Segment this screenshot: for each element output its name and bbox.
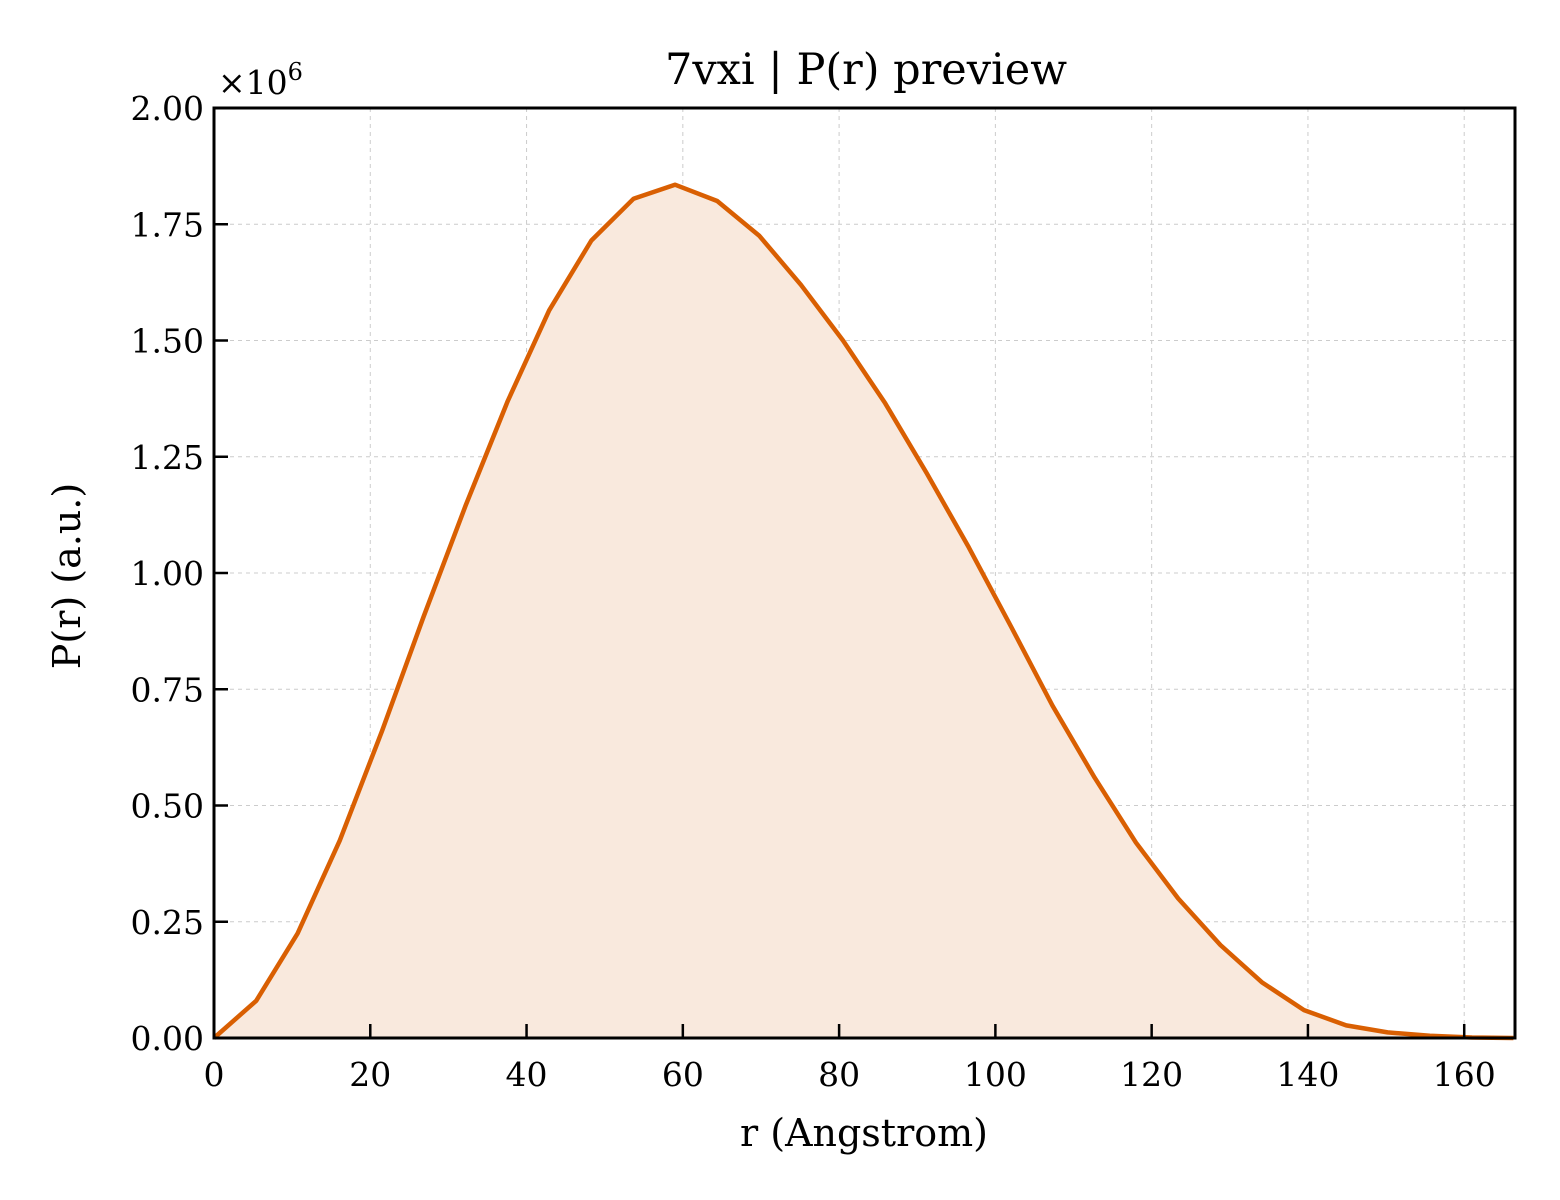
series-line [212, 182, 1514, 1041]
y-tick-label: 0.25 [131, 903, 204, 942]
y-multiplier-base: ×10 [218, 63, 288, 102]
y-tick-label: 0.00 [131, 1019, 204, 1058]
chart-title: 7vxi | P(r) preview [665, 45, 1067, 95]
x-axis-label: r (Angstrom) [740, 1111, 988, 1155]
x-tick-label: 40 [506, 1055, 548, 1094]
x-tick-label: 140 [1276, 1055, 1339, 1094]
y-tick-label: 1.00 [131, 554, 204, 593]
y-tick-label: 2.00 [131, 89, 204, 128]
x-tick-label: 80 [818, 1055, 860, 1094]
y-tick-label: 0.50 [131, 787, 204, 826]
y-multiplier-exp: 6 [288, 58, 303, 86]
y-tick-label: 1.50 [131, 322, 204, 361]
x-tick-label: 0 [204, 1055, 225, 1094]
y-axis-label: P(r) (a.u.) [45, 483, 89, 669]
tick-labels: 0 20 40 60 80 100 120 140 160 0.00 0.25 0.50 0.75 1.0… [131, 89, 1496, 1094]
x-tick-label: 20 [349, 1055, 391, 1094]
y-tick-label: 1.25 [131, 438, 204, 477]
x-tick-label: 120 [1120, 1055, 1183, 1094]
ticks [212, 106, 1466, 1040]
x-tick-label: 60 [662, 1055, 704, 1094]
y-multiplier: ×106 [218, 58, 303, 102]
x-tick-label: 100 [964, 1055, 1027, 1094]
area-fill [214, 184, 1514, 1038]
y-tick-label: 0.75 [131, 670, 204, 709]
y-tick-label: 1.75 [131, 205, 204, 244]
x-tick-label: 160 [1433, 1055, 1496, 1094]
